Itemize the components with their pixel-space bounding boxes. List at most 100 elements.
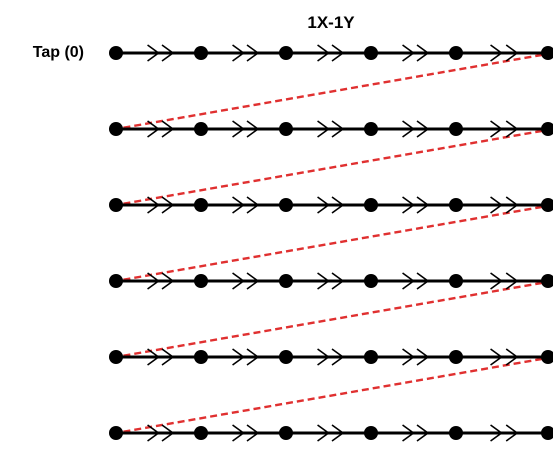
direction-arrow — [147, 424, 160, 442]
direction-arrow — [147, 272, 160, 290]
direction-arrow — [246, 348, 260, 366]
tap-node — [364, 122, 378, 136]
tap-node — [194, 198, 208, 212]
direction-arrow — [161, 272, 175, 290]
direction-arrow — [147, 44, 160, 62]
direction-arrow — [147, 348, 160, 366]
tap-row-4 — [109, 348, 553, 366]
direction-arrow — [505, 44, 519, 62]
tap-node — [194, 350, 208, 364]
direction-arrow — [331, 196, 345, 214]
tap-node — [541, 122, 553, 136]
tap-node — [541, 274, 553, 288]
direction-arrow — [402, 44, 415, 62]
tap-node — [364, 426, 378, 440]
tap-node — [194, 46, 208, 60]
direction-arrow — [246, 424, 260, 442]
direction-arrow — [505, 272, 519, 290]
direction-arrow — [317, 348, 330, 366]
row-wrap-link — [115, 203, 553, 283]
tap-node — [109, 122, 123, 136]
tap-row-3 — [109, 272, 553, 290]
direction-arrow — [505, 120, 519, 138]
direction-arrow — [490, 120, 503, 138]
direction-arrow — [402, 196, 415, 214]
tap-node — [109, 198, 123, 212]
direction-arrow — [317, 272, 330, 290]
direction-arrow — [331, 348, 345, 366]
direction-arrow — [161, 120, 175, 138]
direction-arrow — [331, 120, 345, 138]
tap-node — [279, 350, 293, 364]
tap-row-2 — [109, 196, 553, 214]
direction-arrow — [490, 348, 503, 366]
direction-arrow — [161, 44, 175, 62]
direction-arrow — [416, 196, 430, 214]
direction-arrow — [317, 424, 330, 442]
tap-row-5 — [109, 424, 553, 442]
direction-arrow — [505, 348, 519, 366]
direction-arrow — [317, 120, 330, 138]
tap-node — [449, 46, 463, 60]
row-wrap-link — [115, 355, 553, 435]
tap-node — [279, 198, 293, 212]
tap-node — [541, 426, 553, 440]
row-label-tap-0: Tap (0) — [33, 44, 84, 61]
direction-arrow — [246, 272, 260, 290]
tap-row-0 — [109, 44, 553, 62]
direction-arrow — [416, 44, 430, 62]
direction-arrow — [317, 44, 330, 62]
direction-arrow — [416, 348, 430, 366]
tap-node — [364, 274, 378, 288]
tap-node — [194, 426, 208, 440]
tap-node — [279, 426, 293, 440]
direction-arrow — [331, 424, 345, 442]
tap-node — [109, 350, 123, 364]
tap-row-1 — [109, 120, 553, 138]
tap-node — [279, 274, 293, 288]
row-wrap-link — [115, 279, 553, 359]
tap-node — [194, 274, 208, 288]
direction-arrow — [505, 424, 519, 442]
tap-node — [364, 46, 378, 60]
diagram-title: 1X-1Y — [307, 13, 355, 32]
tap-node — [194, 122, 208, 136]
direction-arrow — [317, 196, 330, 214]
direction-arrow — [232, 120, 245, 138]
tap-node — [541, 350, 553, 364]
direction-arrow — [402, 348, 415, 366]
tap-node — [449, 198, 463, 212]
tap-node — [364, 198, 378, 212]
direction-arrow — [232, 424, 245, 442]
direction-arrow — [161, 424, 175, 442]
tap-node — [449, 350, 463, 364]
row-wrap-links — [115, 51, 553, 435]
direction-arrow — [232, 348, 245, 366]
direction-arrow — [246, 120, 260, 138]
tap-node — [364, 350, 378, 364]
direction-arrow — [416, 272, 430, 290]
tap-node — [109, 426, 123, 440]
tap-node — [109, 46, 123, 60]
tap-node — [109, 274, 123, 288]
direction-arrow — [246, 196, 260, 214]
tap-rows — [109, 44, 553, 442]
direction-arrow — [161, 196, 175, 214]
tap-node — [279, 46, 293, 60]
direction-arrow — [416, 120, 430, 138]
direction-arrow — [246, 44, 260, 62]
tap-node — [279, 122, 293, 136]
direction-arrow — [331, 44, 345, 62]
direction-arrow — [402, 272, 415, 290]
tap-node — [541, 46, 553, 60]
direction-arrow — [331, 272, 345, 290]
tap-node — [541, 198, 553, 212]
direction-arrow — [490, 272, 503, 290]
direction-arrow — [402, 120, 415, 138]
direction-arrow — [416, 424, 430, 442]
tap-node — [449, 122, 463, 136]
direction-arrow — [490, 196, 503, 214]
direction-arrow — [402, 424, 415, 442]
direction-arrow — [232, 196, 245, 214]
